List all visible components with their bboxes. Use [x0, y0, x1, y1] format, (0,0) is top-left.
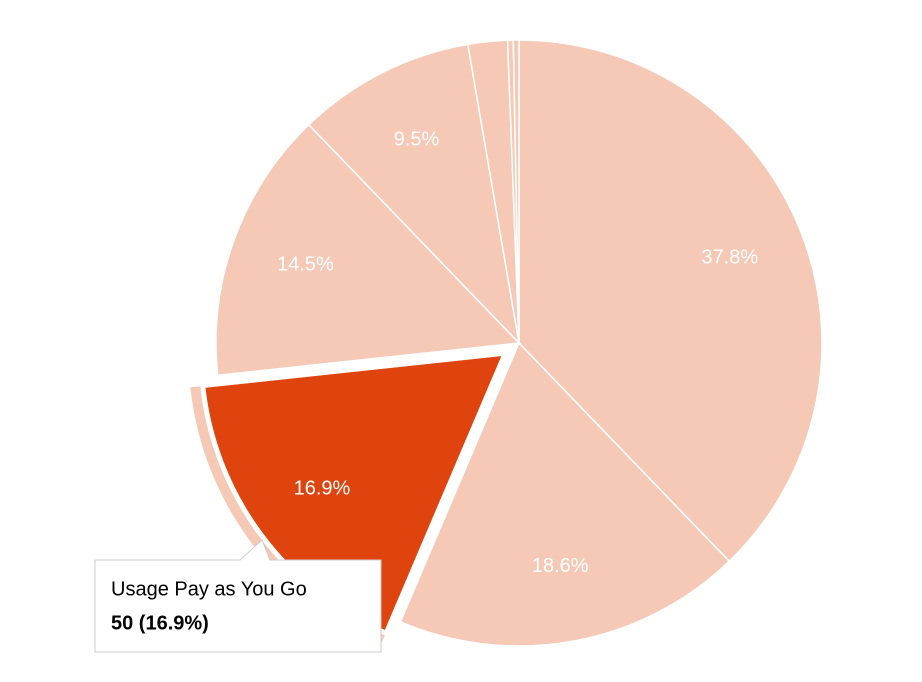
- slice-label: 16.9%: [294, 477, 351, 499]
- tooltip-title: Usage Pay as You Go: [111, 578, 307, 600]
- tooltip-value: 50 (16.9%): [111, 612, 209, 634]
- slice: [215, 123, 521, 377]
- tooltip: Usage Pay as You Go 50 (16.9%): [94, 539, 382, 653]
- slice-label: 18.6%: [532, 555, 589, 577]
- slice: [512, 39, 520, 344]
- slice: [307, 43, 521, 346]
- slice: [518, 39, 823, 563]
- slice: [399, 341, 731, 647]
- slice-label: 37.8%: [701, 246, 758, 268]
- slices: 37.8% 18.6% 16.9% 14.5% 9.5%: [190, 39, 823, 647]
- tooltip-box: [94, 539, 382, 653]
- slice-label: 9.5%: [394, 128, 440, 150]
- slice-label: 14.5%: [277, 254, 334, 276]
